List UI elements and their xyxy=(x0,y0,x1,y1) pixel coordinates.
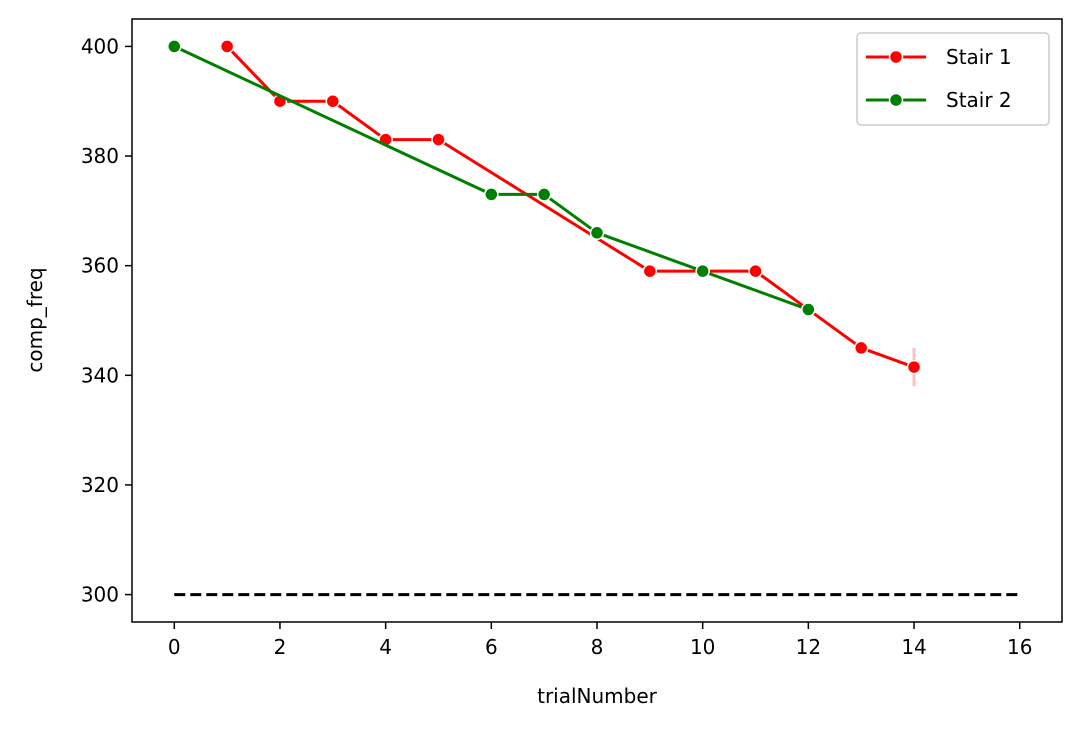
x-axis-label: trialNumber xyxy=(537,684,658,708)
legend-label-stair-2: Stair 2 xyxy=(946,88,1012,112)
series-1-point xyxy=(431,132,446,147)
x-tick-label: 12 xyxy=(796,635,821,659)
series-1-point xyxy=(642,263,658,279)
series-2-point xyxy=(536,187,552,202)
x-tick-label: 14 xyxy=(901,635,926,659)
series-2-point xyxy=(801,302,816,317)
y-tick-label: 380 xyxy=(81,144,119,168)
y-tick-label: 360 xyxy=(81,254,119,278)
legend: Stair 1 Stair 2 xyxy=(856,32,1050,126)
y-axis-label: comp_freq xyxy=(23,267,47,372)
series-1-point xyxy=(906,359,922,375)
series-1-point xyxy=(748,263,763,279)
series-1-point xyxy=(853,340,869,356)
x-tick-label: 4 xyxy=(379,635,392,659)
y-axis: 300 320 340 360 380 400 xyxy=(81,34,132,607)
series-1-point xyxy=(325,93,341,109)
x-axis: 0 2 4 6 8 10 12 14 16 xyxy=(168,622,1032,659)
series-2-line xyxy=(172,44,810,312)
series-2-point xyxy=(695,263,710,279)
series-1-line xyxy=(225,44,916,369)
legend-marker-stair-1 xyxy=(888,49,904,65)
x-tick-label: 2 xyxy=(274,635,287,659)
x-tick-label: 0 xyxy=(168,635,181,659)
series-2-point xyxy=(589,225,605,241)
y-tick-label: 320 xyxy=(81,473,119,497)
series-1-point xyxy=(219,39,235,54)
y-tick-label: 300 xyxy=(81,583,119,607)
plot-content xyxy=(167,39,1020,597)
legend-label-stair-1: Stair 1 xyxy=(946,45,1012,69)
series-2-point xyxy=(484,187,499,202)
y-tick-label: 340 xyxy=(81,363,119,387)
x-tick-label: 16 xyxy=(1007,635,1032,659)
x-tick-label: 6 xyxy=(485,635,498,659)
y-tick-label: 400 xyxy=(81,34,119,58)
legend-marker-stair-2 xyxy=(888,92,904,108)
series-2-point xyxy=(167,39,182,54)
x-tick-label: 10 xyxy=(690,635,715,659)
x-tick-label: 8 xyxy=(591,635,604,659)
